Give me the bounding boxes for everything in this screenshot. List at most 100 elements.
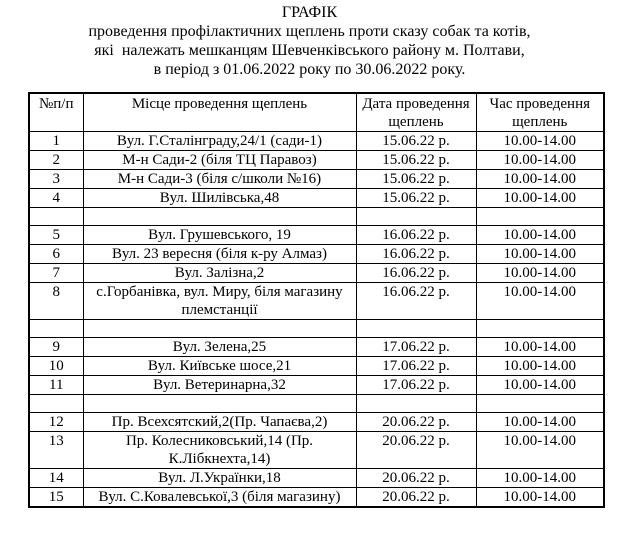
cell-date: 17.06.22 р. bbox=[355, 337, 477, 357]
cell-place: Пр. Колесниковський,14 (Пр. К.Лібкнехта,… bbox=[82, 431, 357, 469]
table-row: 14 Вул. Л.Українки,18 20.06.22 р. 10.00-… bbox=[28, 468, 605, 488]
empty-cell bbox=[355, 319, 477, 338]
col-header-place: Місце проведення щеплень bbox=[82, 92, 357, 132]
table-row: 8 с.Горбанівка, вул. Миру, біля магазину… bbox=[28, 282, 605, 320]
cell-date: 16.06.22 р. bbox=[355, 282, 477, 320]
cell-date: 15.06.22 р. bbox=[355, 131, 477, 151]
table-row: 2 М-н Сади-2 (біля ТЦ Паравоз) 15.06.22 … bbox=[28, 150, 605, 170]
title-line-3: які належать мешканцям Шевченківського р… bbox=[94, 42, 525, 59]
table-row: 10 Вул. Київське шосе,21 17.06.22 р. 10.… bbox=[28, 356, 605, 376]
table-row: 12 Пр. Всехсятский,2(Пр. Чапаєва,2) 20.0… bbox=[28, 412, 605, 432]
table-row: 9 Вул. Зелена,25 17.06.22 р. 10.00-14.00 bbox=[28, 337, 605, 357]
cell-place: Вул. Київське шосе,21 bbox=[82, 356, 357, 376]
empty-cell bbox=[475, 207, 605, 226]
cell-num: 3 bbox=[28, 169, 84, 189]
title-line-1: ГРАФІК bbox=[281, 4, 338, 21]
cell-date: 20.06.22 р. bbox=[355, 468, 477, 488]
cell-time: 10.00-14.00 bbox=[475, 412, 605, 432]
cell-time: 10.00-14.00 bbox=[475, 282, 605, 320]
cell-num: 7 bbox=[28, 263, 84, 283]
cell-time: 10.00-14.00 bbox=[475, 150, 605, 170]
cell-place: Вул. 23 вересня (біля к-ру Алмаз) bbox=[82, 244, 357, 264]
cell-num: 8 bbox=[28, 282, 84, 320]
cell-num: 15 bbox=[28, 487, 84, 508]
cell-date: 15.06.22 р. bbox=[355, 169, 477, 189]
empty-cell bbox=[355, 207, 477, 226]
cell-time: 10.00-14.00 bbox=[475, 375, 605, 395]
cell-place: Вул. Шилівська,48 bbox=[82, 188, 357, 208]
empty-cell bbox=[28, 319, 84, 338]
cell-time: 10.00-14.00 bbox=[475, 487, 605, 508]
cell-date: 20.06.22 р. bbox=[355, 431, 477, 469]
empty-cell bbox=[82, 319, 357, 338]
cell-time: 10.00-14.00 bbox=[475, 131, 605, 151]
cell-num: 6 bbox=[28, 244, 84, 264]
cell-place: Вул. Залізна,2 bbox=[82, 263, 357, 283]
cell-time: 10.00-14.00 bbox=[475, 431, 605, 469]
cell-num: 4 bbox=[28, 188, 84, 208]
cell-date: 16.06.22 р. bbox=[355, 263, 477, 283]
empty-cell bbox=[82, 394, 357, 413]
cell-num: 14 bbox=[28, 468, 84, 488]
cell-place: Пр. Всехсятский,2(Пр. Чапаєва,2) bbox=[82, 412, 357, 432]
vaccination-schedule-table: №п/п Місце проведення щеплень Дата прове… bbox=[28, 92, 605, 508]
cell-time: 10.00-14.00 bbox=[475, 356, 605, 376]
table-row: 1 Вул. Г.Сталінграду,24/1 (сади-1) 15.06… bbox=[28, 131, 605, 151]
cell-place: Вул. Зелена,25 bbox=[82, 337, 357, 357]
title-line-4: в період з 01.06.2022 року по 30.06.2022… bbox=[153, 61, 466, 78]
cell-num: 12 bbox=[28, 412, 84, 432]
cell-num: 10 bbox=[28, 356, 84, 376]
cell-time: 10.00-14.00 bbox=[475, 244, 605, 264]
cell-place: М-н Сади-2 (біля ТЦ Паравоз) bbox=[82, 150, 357, 170]
empty-cell bbox=[475, 394, 605, 413]
title-line-2: проведення профілактичних щеплень проти … bbox=[88, 23, 531, 40]
cell-date: 16.06.22 р. bbox=[355, 225, 477, 245]
table-row: 5 Вул. Грушевського, 19 16.06.22 р. 10.0… bbox=[28, 225, 605, 245]
cell-place: Вул. Г.Сталінграду,24/1 (сади-1) bbox=[82, 131, 357, 151]
table-row: 4 Вул. Шилівська,48 15.06.22 р. 10.00-14… bbox=[28, 188, 605, 208]
cell-time: 10.00-14.00 bbox=[475, 337, 605, 357]
cell-num: 11 bbox=[28, 375, 84, 395]
cell-num: 2 bbox=[28, 150, 84, 170]
cell-time: 10.00-14.00 bbox=[475, 169, 605, 189]
document-title: ГРАФІК проведення профілактичних щеплень… bbox=[0, 3, 619, 79]
cell-date: 15.06.22 р. bbox=[355, 188, 477, 208]
table-row: 7 Вул. Залізна,2 16.06.22 р. 10.00-14.00 bbox=[28, 263, 605, 283]
cell-date: 15.06.22 р. bbox=[355, 150, 477, 170]
table-row: 13 Пр. Колесниковський,14 (Пр. К.Лібкнех… bbox=[28, 431, 605, 469]
cell-date: 20.06.22 р. bbox=[355, 412, 477, 432]
cell-time: 10.00-14.00 bbox=[475, 263, 605, 283]
cell-num: 9 bbox=[28, 337, 84, 357]
cell-place: Вул. Л.Українки,18 bbox=[82, 468, 357, 488]
cell-time: 10.00-14.00 bbox=[475, 225, 605, 245]
cell-time: 10.00-14.00 bbox=[475, 468, 605, 488]
table-header-row: №п/п Місце проведення щеплень Дата прове… bbox=[28, 92, 605, 132]
cell-num: 13 bbox=[28, 431, 84, 469]
cell-num: 5 bbox=[28, 225, 84, 245]
empty-cell bbox=[355, 394, 477, 413]
cell-date: 20.06.22 р. bbox=[355, 487, 477, 508]
empty-cell bbox=[475, 319, 605, 338]
cell-date: 16.06.22 р. bbox=[355, 244, 477, 264]
empty-cell bbox=[82, 207, 357, 226]
col-header-time: Час проведення щеплень bbox=[475, 92, 605, 132]
table-row: 3 М-н Сади-3 (біля с/школи №16) 15.06.22… bbox=[28, 169, 605, 189]
cell-place: Вул. Ветеринарна,32 bbox=[82, 375, 357, 395]
cell-place: М-н Сади-3 (біля с/школи №16) bbox=[82, 169, 357, 189]
empty-cell bbox=[28, 394, 84, 413]
cell-date: 17.06.22 р. bbox=[355, 375, 477, 395]
separator-row bbox=[28, 394, 605, 413]
col-header-number: №п/п bbox=[28, 92, 84, 132]
cell-time: 10.00-14.00 bbox=[475, 188, 605, 208]
cell-place: Вул. Грушевського, 19 bbox=[82, 225, 357, 245]
cell-date: 17.06.22 р. bbox=[355, 356, 477, 376]
separator-row bbox=[28, 207, 605, 226]
table-row: 11 Вул. Ветеринарна,32 17.06.22 р. 10.00… bbox=[28, 375, 605, 395]
table-row: 15 Вул. С.Ковалевської,3 (біля магазину)… bbox=[28, 487, 605, 508]
empty-cell bbox=[28, 207, 84, 226]
separator-row bbox=[28, 319, 605, 338]
cell-place: Вул. С.Ковалевської,3 (біля магазину) bbox=[82, 487, 357, 508]
cell-place: с.Горбанівка, вул. Миру, біля магазину п… bbox=[82, 282, 357, 320]
col-header-date: Дата проведення щеплень bbox=[355, 92, 477, 132]
table-row: 6 Вул. 23 вересня (біля к-ру Алмаз) 16.0… bbox=[28, 244, 605, 264]
